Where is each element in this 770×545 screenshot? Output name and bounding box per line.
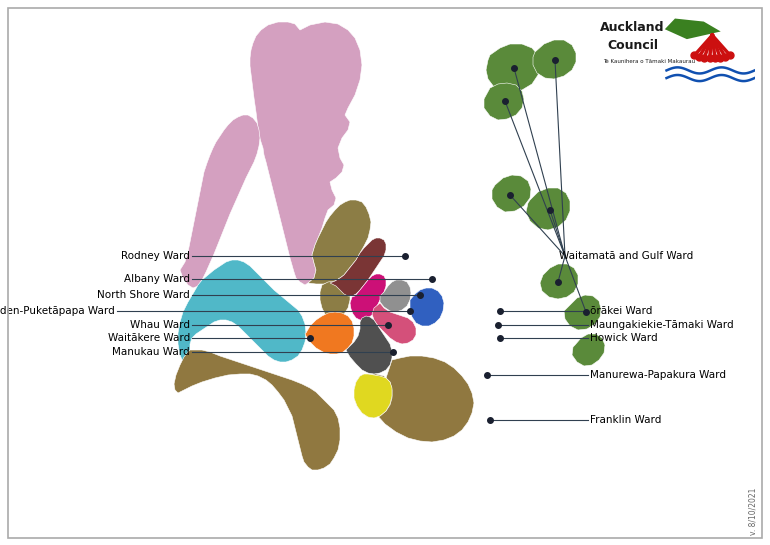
Polygon shape	[564, 295, 601, 330]
Polygon shape	[350, 274, 386, 320]
Polygon shape	[330, 238, 386, 296]
Text: Manurewa-Papakura Ward: Manurewa-Papakura Ward	[590, 370, 726, 380]
Polygon shape	[308, 200, 371, 284]
Polygon shape	[180, 115, 260, 288]
Polygon shape	[486, 44, 540, 93]
Text: Rodney Ward: Rodney Ward	[121, 251, 190, 261]
Polygon shape	[380, 280, 411, 312]
Polygon shape	[320, 278, 350, 320]
Text: Howick Ward: Howick Ward	[590, 333, 658, 343]
Text: Council: Council	[607, 39, 658, 52]
Polygon shape	[492, 175, 531, 212]
Text: Albany Ward: Albany Ward	[124, 274, 190, 284]
Text: Whau Ward: Whau Ward	[130, 320, 190, 330]
Text: ōrākei Ward: ōrākei Ward	[590, 306, 652, 316]
Text: Franklin Ward: Franklin Ward	[590, 415, 661, 425]
Polygon shape	[174, 350, 340, 470]
Polygon shape	[354, 374, 392, 418]
Polygon shape	[346, 316, 392, 374]
Polygon shape	[533, 40, 576, 79]
Text: Waitamatā and Gulf Ward: Waitamatā and Gulf Ward	[559, 251, 693, 261]
Text: Maungakiekie-Tāmaki Ward: Maungakiekie-Tāmaki Ward	[590, 320, 734, 330]
Text: North Shore Ward: North Shore Ward	[97, 290, 190, 300]
Polygon shape	[540, 264, 578, 299]
Text: Albert-Eden-Puketāpapa Ward: Albert-Eden-Puketāpapa Ward	[0, 306, 115, 316]
Text: Te Kaunihera o Tāmaki Makaurau: Te Kaunihera o Tāmaki Makaurau	[604, 59, 695, 64]
Polygon shape	[354, 356, 474, 442]
Text: Manukau Ward: Manukau Ward	[112, 347, 190, 357]
Polygon shape	[305, 312, 354, 354]
Polygon shape	[665, 19, 721, 39]
Text: Auckland: Auckland	[601, 21, 665, 34]
Polygon shape	[250, 22, 362, 285]
Text: Waitākere Ward: Waitākere Ward	[108, 333, 190, 343]
Polygon shape	[484, 83, 524, 120]
Polygon shape	[178, 260, 306, 372]
Text: v. 8/10/2021: v. 8/10/2021	[749, 488, 758, 535]
Polygon shape	[526, 188, 570, 230]
Polygon shape	[572, 334, 605, 366]
Polygon shape	[410, 288, 444, 326]
Polygon shape	[372, 303, 416, 344]
